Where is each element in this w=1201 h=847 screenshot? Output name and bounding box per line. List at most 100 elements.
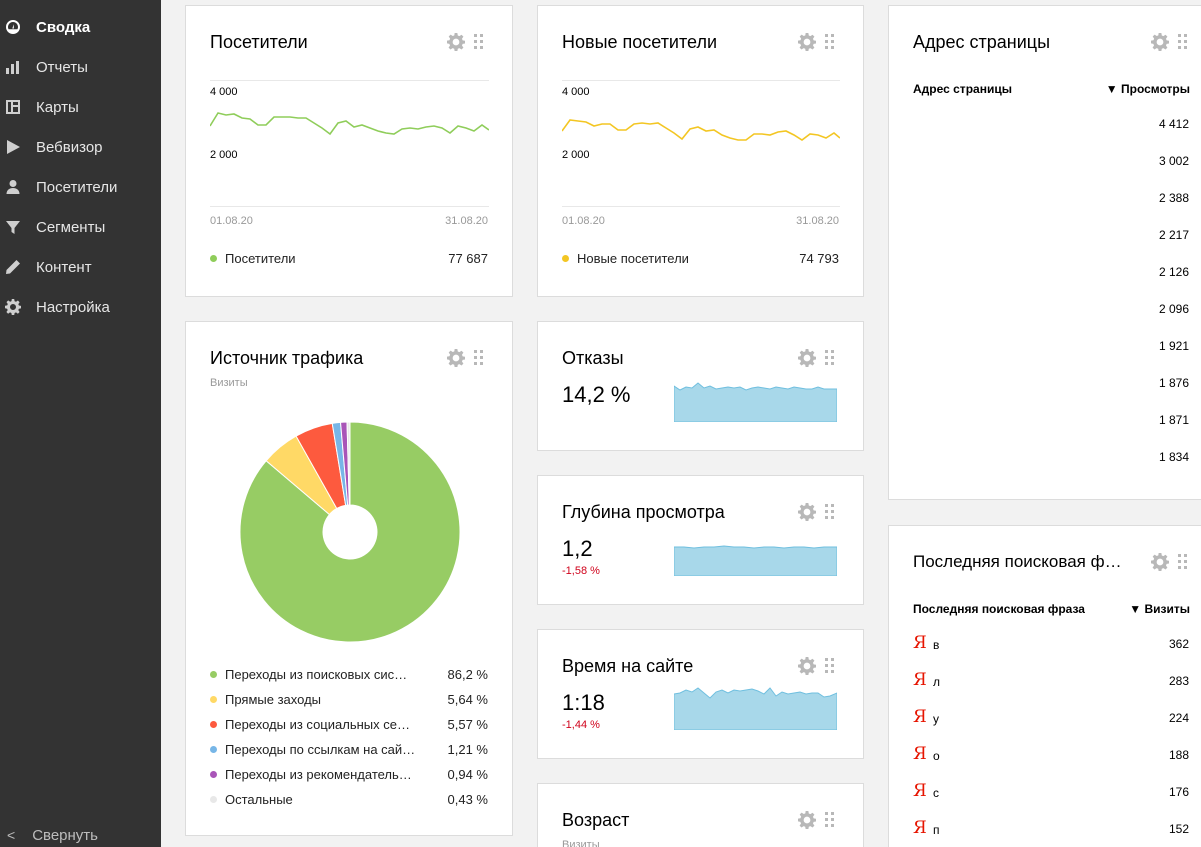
gear-icon [5,299,21,315]
gear-icon[interactable] [798,811,817,830]
widget-title: Глубина просмотра [562,502,725,522]
gear-icon[interactable] [798,349,817,368]
collapse-sidebar-button[interactable]: < Свернуть [0,823,161,847]
search-phrase[interactable]: в [933,638,940,652]
search-phrase[interactable]: о [933,749,940,763]
legend-dot [210,745,217,753]
sidebar-item-label: Сводка [36,18,91,36]
gear-icon[interactable] [798,503,817,522]
y-axis-label: 2 000 [562,149,590,161]
yandex-logo-icon: Я [913,670,927,690]
sidebar-item-label: Сегменты [36,218,106,236]
legend-dot [210,720,217,728]
search-phrase[interactable]: п [933,823,940,837]
gridline [210,80,489,81]
sidebar-item-maps[interactable]: Карты [0,87,161,127]
drag-handle-icon[interactable] [474,34,484,50]
gear-icon[interactable] [798,657,817,676]
column-header-phrase[interactable]: Последняя поисковая фраза [913,602,1085,616]
donut-slice[interactable] [239,421,461,643]
gear-icon[interactable] [798,33,817,52]
sidebar-item-reports[interactable]: Отчеты [0,47,161,87]
column-header-address[interactable]: Адрес страницы [913,82,1012,96]
drag-handle-icon[interactable] [1178,34,1188,50]
legend-item[interactable]: Посетители 77 687 [210,250,488,266]
gear-icon[interactable] [1151,553,1170,572]
sidebar-item-settings[interactable]: Настройка [0,287,161,327]
search-phrase[interactable]: л [933,675,941,689]
yandex-logo-icon: Я [913,707,927,727]
legend-item[interactable]: Переходы из социальных се… 5,57 % [210,716,488,732]
time-on-site-widget: Время на сайте 1:18 -1,44 % [537,629,864,759]
drag-handle-icon[interactable] [825,34,835,50]
drag-handle-icon[interactable] [825,504,835,520]
legend-dot [210,795,217,803]
visitors-widget: Посетители 4 000 2 000 01.08.20 31.08.20… [185,5,513,297]
gridline [210,206,489,207]
widget-title: Возраст [562,810,630,830]
drag-handle-icon[interactable] [825,350,835,366]
widget-title: Отказы [562,348,624,368]
drag-handle-icon[interactable] [825,658,835,674]
drag-handle-icon[interactable] [825,812,835,828]
table-row-value: 1 871 [1158,413,1189,427]
widget-title: Новые посетители [562,32,718,52]
widget-tools [798,349,835,368]
column-header-visits[interactable]: ▼ Визиты [1129,602,1190,616]
widget-tools [1151,553,1188,572]
legend-item[interactable]: Новые посетители 74 793 [562,250,839,266]
table-row-value: 2 126 [1158,265,1189,279]
column-header-views[interactable]: ▼ Просмотры [1105,82,1190,96]
y-axis-label: 4 000 [210,86,238,98]
legend-item[interactable]: Остальные 0,43 % [210,791,488,807]
depth-sparkline [674,545,837,576]
gear-icon[interactable] [447,33,466,52]
user-icon [5,179,21,195]
metric-value: 1:18 [562,690,605,715]
sidebar-item-label: Карты [36,98,79,116]
sidebar-item-visitors[interactable]: Посетители [0,167,161,207]
drag-handle-icon[interactable] [1178,554,1188,570]
y-axis-label: 4 000 [562,86,590,98]
sidebar-item-webvisor[interactable]: Вебвизор [0,127,161,167]
yandex-logo-icon: Я [913,781,927,801]
legend-item[interactable]: Прямые заходы 5,64 % [210,691,488,707]
sidebar-item-segments[interactable]: Сегменты [0,207,161,247]
widget-tools [447,33,484,52]
legend-item[interactable]: Переходы из поисковых сис… 86,2 % [210,666,488,682]
sidebar-item-content[interactable]: Контент [0,247,161,287]
legend-label: Прямые заходы [225,691,322,707]
legend-value: 86,2 % [447,666,488,682]
widget-subtitle: Визиты [562,839,600,847]
bounce-sparkline [674,382,837,422]
legend-dot [562,254,569,262]
metric-delta: -1,58 % [562,565,600,577]
legend-label: Новые посетители [577,250,689,266]
legend-value: 5,57 % [447,716,488,732]
traffic-donut-chart [239,421,461,643]
donut-slice[interactable] [346,421,351,506]
legend-label: Посетители [225,250,296,266]
gear-icon[interactable] [447,349,466,368]
metric-value: 14,2 % [562,382,631,407]
metric-value: 1,2 [562,536,593,561]
sidebar-item-summary[interactable]: Сводка [0,7,161,47]
legend-item[interactable]: Переходы из рекомендатель… 0,94 % [210,766,488,782]
legend-dot [210,695,217,703]
legend-value: 0,43 % [447,791,488,807]
search-phrase[interactable]: у [933,712,939,726]
legend-label: Переходы из социальных се… [225,716,410,732]
drag-handle-icon[interactable] [474,350,484,366]
legend-item[interactable]: Переходы по ссылкам на сай… 1,21 % [210,741,488,757]
table-row-value: 283 [1168,674,1189,688]
y-axis-label: 2 000 [210,149,238,161]
table-row-value: 362 [1168,637,1189,651]
gear-icon[interactable] [1151,33,1170,52]
sidebar-item-label: Вебвизор [36,138,103,156]
filter-icon [5,219,21,235]
play-icon [5,139,21,155]
search-phrase[interactable]: с [933,786,939,800]
widget-tools [1151,33,1188,52]
age-widget: Возраст Визиты [537,783,864,847]
new-visitors-line-chart [562,119,840,141]
